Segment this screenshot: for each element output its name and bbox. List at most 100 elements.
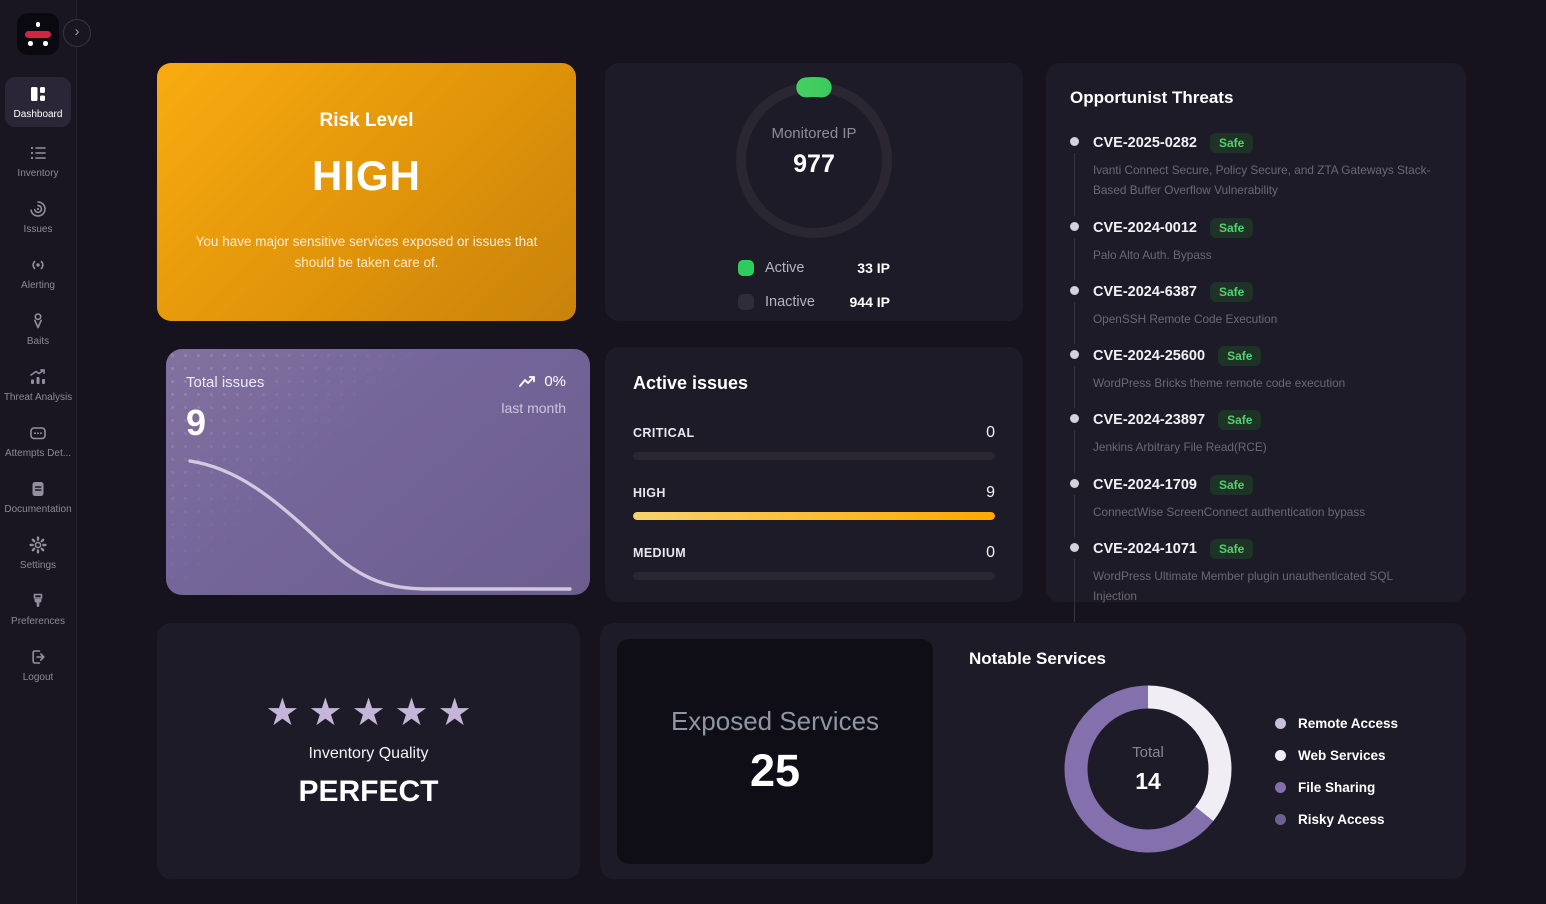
monitored-ip-card: Monitored IP 977 Active 33 IP Inactive 9… — [605, 63, 1023, 321]
issue-row-high: HIGH 9 — [633, 484, 995, 520]
logo-bar — [25, 30, 51, 38]
threat-bullet-icon — [1070, 478, 1079, 488]
legend-value: 33 IP — [857, 259, 890, 276]
cve-id[interactable]: CVE-2024-1071 — [1093, 540, 1197, 557]
alerting-icon — [32, 260, 44, 270]
app-logo — [17, 13, 59, 55]
legend-dot — [1275, 813, 1286, 825]
dashboard-icon — [31, 87, 45, 101]
sidebar-item-label: Alerting — [21, 280, 55, 291]
risk-level-card: Risk Level HIGH You have major sensitive… — [157, 63, 576, 321]
baits-icon — [34, 313, 42, 329]
legend-label: Active — [765, 259, 805, 276]
status-badge: Safe — [1218, 346, 1262, 367]
dot-pattern — [166, 349, 590, 595]
sidebar-item-preferences[interactable]: Preferences — [5, 581, 71, 637]
services-panel: Exposed Services 25 Notable Services Tot… — [600, 623, 1466, 879]
threat-connector-line — [1074, 558, 1075, 622]
progress-track — [633, 512, 995, 520]
issue-row-critical: CRITICAL 0 — [633, 424, 995, 460]
legend-label: Risky Access — [1298, 811, 1385, 827]
threat-item[interactable]: CVE-2025-0282 Safe Ivanti Connect Secure,… — [1070, 133, 1442, 218]
threat-connector-line — [1074, 366, 1075, 409]
legend-row-active: Active 33 IP — [738, 255, 890, 280]
sidebar-collapse-button[interactable]: › — [63, 19, 91, 47]
logo-dot — [35, 22, 40, 27]
logo-dot — [28, 41, 33, 46]
legend-value: 944 IP — [849, 293, 890, 310]
sidebar-item-documentation[interactable]: Documentation — [4, 469, 72, 525]
severity-count: 0 — [986, 424, 995, 441]
trending-up-icon — [519, 375, 536, 387]
sidebar-item-settings[interactable]: Settings — [5, 525, 71, 581]
sidebar-item-threat-analysis[interactable]: Threat Analysis — [3, 357, 73, 413]
threat-item[interactable]: CVE-2024-25600 Safe WordPress Bricks them… — [1070, 346, 1442, 410]
sidebar-item-label: Attempts Det... — [4, 448, 72, 459]
active-issues-panel: Active issues CRITICAL 0 HIGH 9 MEDIUM 0 — [605, 347, 1023, 602]
legend-label: Web Services — [1298, 747, 1386, 763]
threat-item[interactable]: CVE-2024-0012 Safe Palo Alto Auth. Bypass — [1070, 217, 1442, 282]
settings-icon — [29, 536, 47, 554]
status-badge: Safe — [1218, 410, 1262, 431]
threat-analysis-icon — [30, 369, 45, 384]
severity-label: CRITICAL — [633, 426, 695, 440]
legend-dot — [1275, 781, 1286, 793]
threat-item[interactable]: CVE-2024-1071 Safe WordPress Ultimate Mem… — [1070, 538, 1442, 624]
gauge-active-arc — [731, 77, 897, 243]
threat-bullet-icon — [1070, 350, 1079, 360]
total-issues-title: Total issues — [186, 374, 265, 391]
cve-description: ConnectWise ScreenConnect authentication… — [1093, 504, 1366, 519]
notable-services-donut — [1064, 685, 1232, 853]
sidebar-item-alerting[interactable]: Alerting — [5, 245, 71, 301]
preferences-icon — [33, 593, 43, 607]
notable-services-legend: Remote Access Web Services File Sharing … — [1275, 715, 1399, 827]
threats-title: Opportunist Threats — [1070, 88, 1234, 107]
trend-indicator: 0% — [519, 373, 566, 390]
legend-row: Remote Access — [1275, 715, 1399, 731]
sidebar-item-inventory[interactable]: Inventory — [5, 133, 71, 189]
monitored-ip-label: Monitored IP — [771, 125, 857, 142]
trend-value: 0% — [544, 373, 566, 390]
status-badge: Safe — [1210, 133, 1254, 153]
threat-connector-line — [1074, 153, 1075, 216]
cve-id[interactable]: CVE-2024-6387 — [1093, 283, 1197, 300]
sidebar-item-label: Dashboard — [13, 109, 63, 120]
threat-item[interactable]: CVE-2024-23897 Safe Jenkins Arbitrary Fil… — [1070, 410, 1442, 474]
documentation-icon — [32, 482, 44, 496]
threat-item[interactable]: CVE-2024-1709 Safe ConnectWise ScreenConn… — [1070, 474, 1442, 539]
status-badge: Safe — [1210, 538, 1254, 559]
progress-track — [633, 452, 995, 460]
risk-level-value: HIGH — [312, 152, 421, 200]
legend-dot — [1275, 749, 1286, 761]
exposed-services-label: Exposed Services — [670, 706, 880, 736]
sidebar-item-dashboard[interactable]: Dashboard — [5, 77, 71, 127]
status-badge: Safe — [1210, 474, 1254, 495]
sidebar-item-issues[interactable]: Issues — [5, 189, 71, 245]
progress-track — [633, 572, 995, 580]
sidebar-item-baits[interactable]: Baits — [5, 301, 71, 357]
legend-label: Inactive — [765, 293, 815, 310]
total-issues-value: 9 — [186, 402, 207, 443]
legend-row: Web Services — [1275, 747, 1398, 763]
sidebar-item-attempts-detection[interactable]: Attempts Det... — [5, 413, 71, 469]
donut-segment — [1064, 685, 1232, 853]
legend-row-inactive: Inactive 944 IP — [738, 289, 890, 314]
notable-services-title: Notable Services — [969, 649, 1107, 668]
sidebar: Dashboard Inventory Issues Al — [0, 0, 77, 904]
threat-connector-line — [1074, 494, 1075, 537]
threat-item[interactable]: CVE-2024-6387 Safe OpenSSH Remote Code Ex… — [1070, 281, 1442, 346]
legend-row: File Sharing — [1275, 780, 1398, 795]
cve-id[interactable]: CVE-2024-1709 — [1093, 476, 1197, 493]
sidebar-item-logout[interactable]: Logout — [5, 637, 71, 693]
opportunist-threats-panel: Opportunist Threats CVE-2025-0282 Safe Iv… — [1046, 63, 1466, 622]
legend-label: Remote Access — [1298, 715, 1399, 731]
donut-total-value: 14 — [1135, 767, 1161, 794]
cve-id[interactable]: CVE-2024-0012 — [1093, 219, 1197, 236]
cve-id[interactable]: CVE-2024-25600 — [1093, 348, 1206, 365]
inactive-swatch — [738, 293, 754, 310]
threat-bullet-icon — [1070, 542, 1079, 552]
cve-id[interactable]: CVE-2025-0282 — [1093, 135, 1197, 151]
cve-id[interactable]: CVE-2024-23897 — [1093, 412, 1206, 429]
inventory-quality-rating: PERFECT — [298, 775, 439, 808]
sidebar-item-label: Threat Analysis — [3, 392, 73, 403]
